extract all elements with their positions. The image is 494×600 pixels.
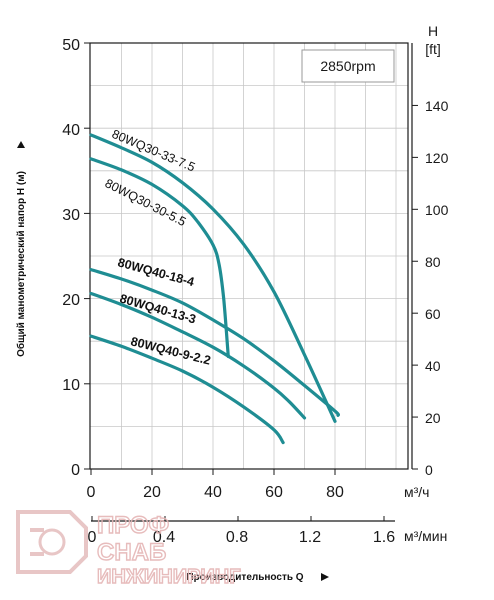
logo-outline-icon bbox=[16, 510, 88, 574]
ft-tick-label: 0 bbox=[425, 462, 433, 478]
y-axis-title-group: Общий манометрический напор H (м) bbox=[15, 171, 27, 357]
ft-tick-label: 40 bbox=[425, 358, 441, 374]
x2-tick-label: 1.6 bbox=[373, 529, 395, 546]
y-tick-label: 50 bbox=[62, 37, 80, 54]
pump-curve-80wq30-33-7.5 bbox=[89, 133, 337, 423]
y-tick-labels: 0 10 20 30 40 50 bbox=[62, 37, 80, 479]
x-axis-arrow-icon bbox=[321, 573, 329, 581]
ft-tick-label: 140 bbox=[425, 98, 449, 114]
pump-curve-80wq40-18-4 bbox=[89, 268, 341, 417]
m3min-unit-label: м³/мин bbox=[404, 528, 447, 544]
ft-axis-title: H bbox=[428, 23, 438, 39]
watermark: ПРОФ СНАБ ИНЖИНИРИНГ bbox=[16, 510, 241, 589]
x2-tick-label: 1.2 bbox=[299, 529, 321, 546]
watermark-line2: СНАБ bbox=[97, 539, 166, 566]
watermark-line3: ИНЖИНИРИНГ bbox=[97, 566, 241, 588]
ft-axis-unit: [ft] bbox=[425, 41, 441, 57]
x-tick-label: 80 bbox=[326, 484, 344, 501]
pump-curve-80wq40-9-2.2 bbox=[89, 334, 285, 445]
m3min-tick-labels: 0 0.4 0.8 1.2 1.6 bbox=[88, 529, 396, 546]
x-tick-label: 0 bbox=[87, 484, 96, 501]
x-axis-title: Производительность Q bbox=[186, 572, 303, 583]
x2-tick-label: 0.8 bbox=[226, 529, 248, 546]
ft-tick-label: 60 bbox=[425, 306, 441, 322]
x-tick-label: 60 bbox=[265, 484, 283, 501]
x2-tick-label: 0 bbox=[88, 529, 97, 546]
pump-curve-80wq30-30-5.5 bbox=[89, 157, 230, 359]
watermark-line1: ПРОФ bbox=[97, 512, 169, 539]
x-unit-label: м³/ч bbox=[404, 484, 429, 500]
ft-tick-label: 80 bbox=[425, 254, 441, 270]
y-tick-label: 40 bbox=[62, 122, 80, 139]
ft-tick-label: 100 bbox=[425, 202, 449, 218]
tick-marks bbox=[84, 42, 418, 475]
ft-tick-label: 120 bbox=[425, 150, 449, 166]
rpm-box bbox=[301, 49, 395, 83]
y-tick-label: 20 bbox=[62, 292, 80, 309]
pump-curves bbox=[89, 133, 341, 445]
y-axis-arrow-icon bbox=[17, 141, 25, 148]
y-tick-label: 30 bbox=[62, 207, 80, 224]
x2-tick-label: 0.4 bbox=[153, 529, 175, 546]
y-tick-label: 0 bbox=[71, 462, 80, 479]
profsnab-gear-logo bbox=[16, 510, 88, 574]
x-tick-labels: 0 20 40 60 80 bbox=[87, 484, 344, 501]
y-tick-label: 10 bbox=[62, 377, 80, 394]
m3min-tick-marks bbox=[91, 516, 385, 521]
ft-tick-label: 20 bbox=[425, 410, 441, 426]
pump-curve-80wq40-13-3 bbox=[89, 291, 307, 420]
y-axis-title: Общий манометрический напор H (м) bbox=[15, 171, 27, 357]
rpm-annotation: 2850rpm bbox=[301, 49, 395, 83]
x-tick-label: 20 bbox=[143, 484, 161, 501]
logo-bars-icon bbox=[30, 528, 44, 556]
grid-lines bbox=[90, 43, 408, 469]
plot-frame bbox=[89, 42, 409, 470]
ft-tick-labels: 0 20 40 60 80 100 120 140 bbox=[425, 98, 449, 478]
rpm-label: 2850rpm bbox=[320, 58, 375, 74]
gear-icon bbox=[38, 528, 66, 556]
x-tick-label: 40 bbox=[204, 484, 222, 501]
